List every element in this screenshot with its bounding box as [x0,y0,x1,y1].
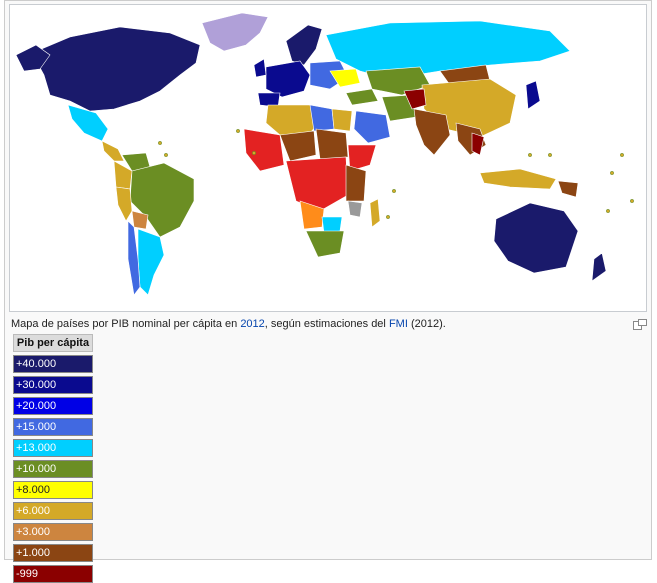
legend-row: -999 [13,565,93,583]
legend-row: +13.000 [13,439,93,457]
new-zealand-region [591,252,607,282]
caption-middle: , según estimaciones del [264,318,389,330]
libya-region [309,104,335,132]
chile-region [127,220,141,296]
legend-row: +3.000 [13,523,93,541]
map-caption: Mapa de países por PIB nominal per cápit… [11,317,611,331]
legend-row: +8.000 [13,481,93,499]
caption-suffix: (2012). [407,318,446,330]
angola-region [299,200,325,230]
brazil-region [129,162,195,238]
fmi-link[interactable]: FMI [388,318,408,330]
australia-region [493,202,579,274]
turkey-region [345,88,379,106]
western-europe-region [265,60,311,98]
egypt-region [331,108,353,132]
legend-row: +40.000 [13,355,93,373]
legend-row: +6.000 [13,502,93,520]
map-thumbnail: Mapa de países por PIB nominal per cápit… [4,0,652,583]
sudan-region [315,128,349,160]
peru-region [115,186,133,222]
magnify-icon[interactable] [633,317,647,330]
no-data-region [347,200,363,218]
central-america-region [101,140,125,162]
legend-row: +15.000 [13,418,93,436]
legend-row: +1.000 [13,544,93,562]
greenland-region [201,12,269,52]
world-map-svg [10,5,646,311]
japan-region [525,80,541,110]
alaska-region [15,44,51,72]
horn-africa-region [347,144,377,172]
legend-header: Pib per cápita [13,334,93,352]
india-region [413,108,451,156]
indonesia-region [479,168,557,190]
botswana-region [321,216,343,234]
png-region [557,180,579,198]
scandinavia-region [285,24,323,66]
thailand-region [471,132,485,156]
afghanistan-region [403,88,427,110]
west-africa-region [243,128,285,172]
uk-region [253,58,267,78]
sahel-region [279,130,317,162]
legend-table: Pib per cápita +40.000 +30.000 +20.000 +15.… [13,334,93,583]
south-africa-region [305,230,345,258]
year-link[interactable]: 2012 [240,318,265,330]
madagascar-region [369,198,381,228]
ukraine-region [329,68,361,88]
east-africa-region [345,164,367,202]
north-america-region [31,26,201,112]
legend-row: +20.000 [13,397,93,415]
legend-row: +10.000 [13,460,93,478]
world-map-image[interactable] [9,4,647,312]
legend-row: +30.000 [13,376,93,394]
russia-region [325,20,571,80]
bolivia-region [131,210,149,230]
central-africa-region [285,156,349,212]
caption-prefix: Mapa de países por PIB nominal per cápit… [11,318,241,330]
island-markers [158,129,634,219]
saudi-region [353,110,391,144]
